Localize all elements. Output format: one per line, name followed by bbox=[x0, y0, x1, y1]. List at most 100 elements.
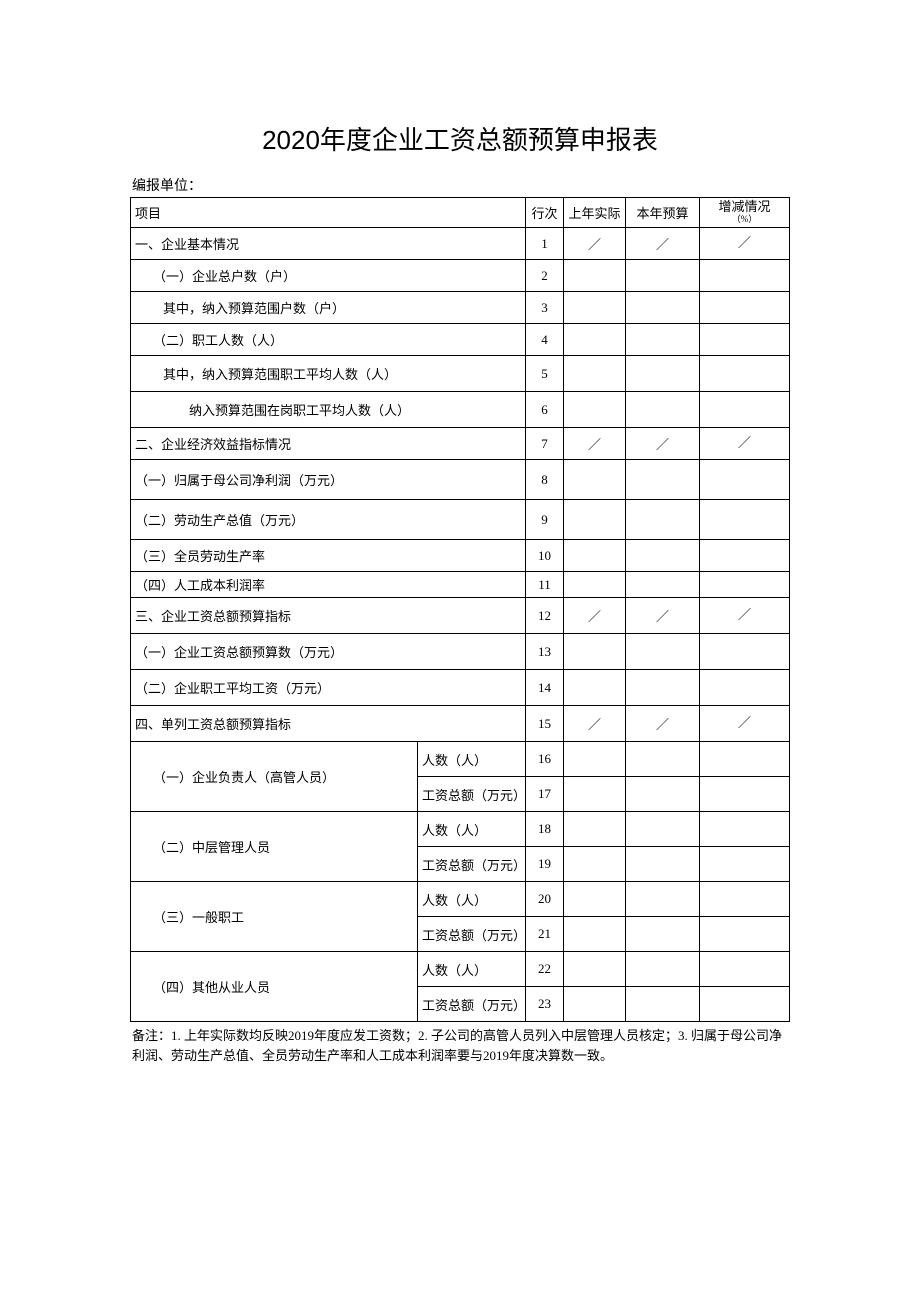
row-label: 其中，纳入预算范围职工平均人数（人） bbox=[131, 356, 526, 392]
row-number: 20 bbox=[526, 882, 564, 917]
row-label: 三、企业工资总额预算指标 bbox=[131, 598, 526, 634]
row-group-label: （四）其他从业人员 bbox=[131, 952, 418, 1022]
data-cell bbox=[700, 292, 790, 324]
row-label: 其中，纳入预算范围户数（户） bbox=[131, 292, 526, 324]
data-cell bbox=[700, 812, 790, 847]
data-cell bbox=[564, 777, 626, 812]
table-row: 其中，纳入预算范围户数（户）3 bbox=[131, 292, 790, 324]
row-number: 6 bbox=[526, 392, 564, 428]
data-cell bbox=[626, 460, 700, 500]
data-cell: ／ bbox=[700, 428, 790, 460]
data-cell bbox=[700, 500, 790, 540]
row-sublabel: 人数（人） bbox=[418, 812, 526, 847]
data-cell bbox=[700, 634, 790, 670]
data-cell bbox=[700, 392, 790, 428]
data-cell bbox=[626, 260, 700, 292]
data-cell bbox=[564, 882, 626, 917]
data-cell bbox=[700, 952, 790, 987]
data-cell bbox=[626, 847, 700, 882]
table-row: （三）一般职工人数（人）20 bbox=[131, 882, 790, 917]
data-cell bbox=[700, 742, 790, 777]
row-number: 21 bbox=[526, 917, 564, 952]
row-number: 10 bbox=[526, 540, 564, 572]
row-label: 二、企业经济效益指标情况 bbox=[131, 428, 526, 460]
row-number: 12 bbox=[526, 598, 564, 634]
data-cell bbox=[700, 917, 790, 952]
row-number: 9 bbox=[526, 500, 564, 540]
data-cell bbox=[626, 572, 700, 598]
data-cell bbox=[564, 540, 626, 572]
data-cell bbox=[564, 812, 626, 847]
header-change-unit: （%） bbox=[704, 215, 785, 225]
row-sublabel: 工资总额（万元） bbox=[418, 847, 526, 882]
data-cell bbox=[626, 292, 700, 324]
data-cell bbox=[626, 882, 700, 917]
row-number: 13 bbox=[526, 634, 564, 670]
row-group-label: （三）一般职工 bbox=[131, 882, 418, 952]
row-label: 一、企业基本情况 bbox=[131, 228, 526, 260]
row-sublabel: 人数（人） bbox=[418, 952, 526, 987]
page-title: 2020年度企业工资总额预算申报表 bbox=[130, 120, 790, 157]
data-cell: ／ bbox=[564, 428, 626, 460]
table-row: 三、企业工资总额预算指标12／／／ bbox=[131, 598, 790, 634]
table-row: 一、企业基本情况1／／／ bbox=[131, 228, 790, 260]
row-number: 8 bbox=[526, 460, 564, 500]
data-cell bbox=[564, 952, 626, 987]
data-cell bbox=[564, 324, 626, 356]
data-cell bbox=[700, 847, 790, 882]
table-row: （一）企业总户数（户）2 bbox=[131, 260, 790, 292]
data-cell bbox=[626, 540, 700, 572]
row-label: （二）劳动生产总值（万元） bbox=[131, 500, 526, 540]
row-label: （三）全员劳动生产率 bbox=[131, 540, 526, 572]
data-cell: ／ bbox=[626, 706, 700, 742]
row-label: 纳入预算范围在岗职工平均人数（人） bbox=[131, 392, 526, 428]
data-cell bbox=[564, 917, 626, 952]
data-cell: ／ bbox=[564, 228, 626, 260]
data-cell bbox=[564, 742, 626, 777]
header-change-label: 增减情况 bbox=[718, 199, 770, 214]
row-label: （一）归属于母公司净利润（万元） bbox=[131, 460, 526, 500]
table-row: （二）企业职工平均工资（万元）14 bbox=[131, 670, 790, 706]
row-number: 23 bbox=[526, 987, 564, 1022]
row-number: 5 bbox=[526, 356, 564, 392]
header-prev-year: 上年实际 bbox=[564, 198, 626, 228]
data-cell bbox=[700, 882, 790, 917]
footnote: 备注：1. 上年实际数均反映2019年度应发工资数；2. 子公司的高管人员列入中… bbox=[130, 1026, 790, 1065]
data-cell bbox=[626, 917, 700, 952]
table-row: （一）企业负责人（高管人员）人数（人）16 bbox=[131, 742, 790, 777]
row-number: 18 bbox=[526, 812, 564, 847]
table-row: 四、单列工资总额预算指标15／／／ bbox=[131, 706, 790, 742]
row-sublabel: 工资总额（万元） bbox=[418, 987, 526, 1022]
data-cell bbox=[700, 356, 790, 392]
data-cell: ／ bbox=[626, 428, 700, 460]
data-cell: ／ bbox=[564, 598, 626, 634]
row-number: 1 bbox=[526, 228, 564, 260]
row-number: 7 bbox=[526, 428, 564, 460]
header-item: 项目 bbox=[131, 198, 526, 228]
header-change: 增减情况 （%） bbox=[700, 198, 790, 228]
row-sublabel: 工资总额（万元） bbox=[418, 777, 526, 812]
data-cell bbox=[564, 987, 626, 1022]
row-number: 15 bbox=[526, 706, 564, 742]
data-cell bbox=[564, 392, 626, 428]
table-row: （二）职工人数（人）4 bbox=[131, 324, 790, 356]
data-cell bbox=[564, 292, 626, 324]
data-cell bbox=[626, 324, 700, 356]
data-cell bbox=[700, 540, 790, 572]
row-sublabel: 工资总额（万元） bbox=[418, 917, 526, 952]
row-number: 17 bbox=[526, 777, 564, 812]
row-label: 四、单列工资总额预算指标 bbox=[131, 706, 526, 742]
data-cell bbox=[626, 392, 700, 428]
data-cell bbox=[564, 500, 626, 540]
table-row: 纳入预算范围在岗职工平均人数（人）6 bbox=[131, 392, 790, 428]
report-unit-label: 编报单位： bbox=[130, 175, 790, 195]
data-cell bbox=[700, 460, 790, 500]
row-group-label: （二）中层管理人员 bbox=[131, 812, 418, 882]
data-cell bbox=[626, 777, 700, 812]
row-label: （二）职工人数（人） bbox=[131, 324, 526, 356]
data-cell bbox=[564, 572, 626, 598]
row-label: （一）企业工资总额预算数（万元） bbox=[131, 634, 526, 670]
row-number: 3 bbox=[526, 292, 564, 324]
data-cell bbox=[626, 500, 700, 540]
data-cell: ／ bbox=[626, 598, 700, 634]
